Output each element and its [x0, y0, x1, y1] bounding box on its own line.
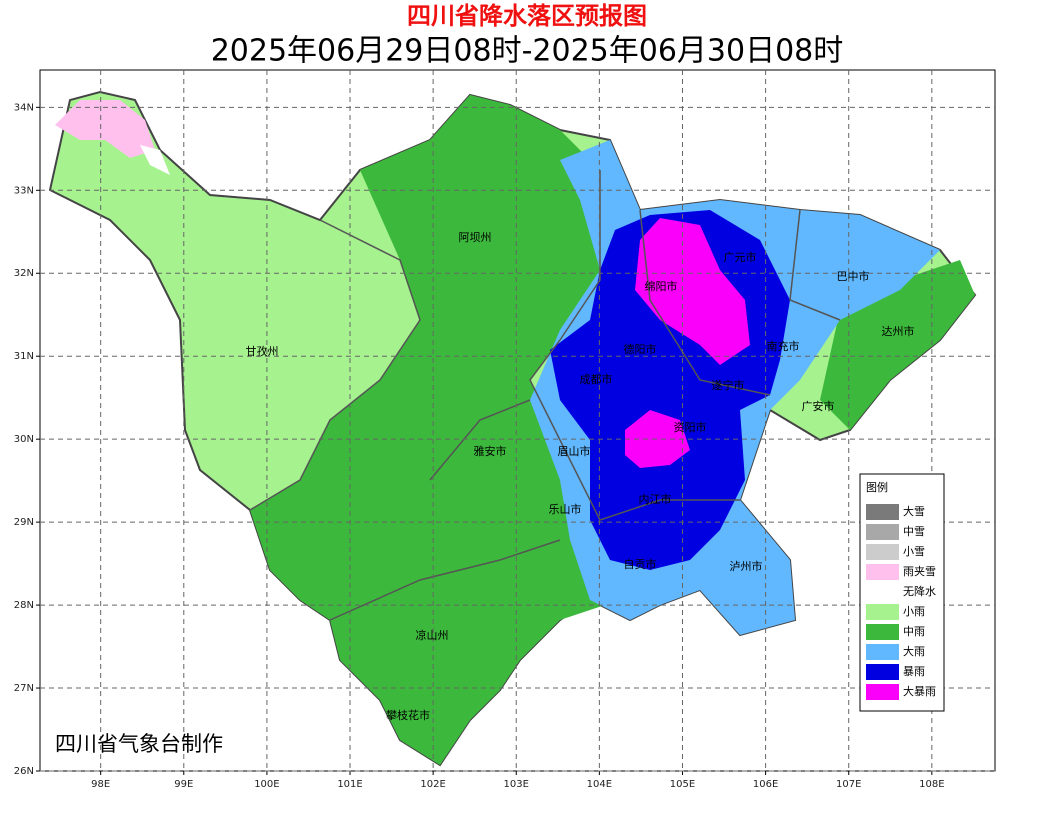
sleet [55, 100, 155, 158]
border [249, 219, 421, 511]
legend-label: 无降水 [903, 584, 936, 598]
legend-label: 大雪 [903, 504, 925, 518]
legend-label: 中雪 [903, 525, 925, 538]
graticule: 98E 99E 100E 101E 102E 103E 104E 105E 106E 107E 10… [14, 70, 995, 790]
x-tick-label: 105E [670, 779, 695, 790]
region-label: 内江市 [639, 492, 672, 506]
region-label: 攀枝花市 [386, 708, 430, 722]
legend-label: 大雨 [903, 644, 925, 658]
region-label: 乐山市 [549, 502, 582, 516]
border [329, 539, 561, 621]
region-label: 南充市 [767, 339, 800, 353]
x-tick-label: 107E [836, 779, 861, 790]
region-label: 巴中市 [837, 269, 870, 283]
border [789, 209, 841, 321]
region-label: 成都市 [580, 372, 613, 386]
moderate-rain [250, 95, 620, 765]
y-tick-label: 33N [14, 185, 34, 196]
map-title: 四川省降水落区预报图 [407, 2, 647, 30]
y-tick-label: 29N [14, 517, 34, 528]
credit: 四川省气象台制作 [55, 732, 223, 756]
legend-label: 暴雨 [903, 665, 925, 678]
legend-swatch [866, 524, 899, 540]
region-label: 遂宁市 [712, 378, 745, 392]
region-label: 绵阳市 [645, 279, 678, 293]
region-label: 眉山市 [558, 444, 591, 458]
legend-label: 小雨 [903, 605, 925, 618]
heavy-rainstorm-n [635, 218, 750, 365]
x-tick-label: 100E [254, 779, 279, 790]
legend-label: 小雪 [903, 545, 925, 558]
region-label: 雅安市 [474, 444, 507, 458]
y-tick-label: 32N [14, 268, 34, 279]
border [529, 170, 601, 521]
map-subtitle: 2025年06月29日08时-2025年06月30日08时 [211, 34, 844, 69]
region-label: 资阳市 [674, 420, 707, 434]
y-tick-label: 34N [14, 102, 34, 113]
x-tick-label: 98E [91, 779, 110, 790]
border [599, 499, 740, 521]
no-precip [140, 145, 170, 175]
legend-swatch [866, 604, 899, 620]
x-tick-label: 101E [337, 779, 362, 790]
legend-swatch [866, 584, 899, 600]
region-label: 达州市 [882, 324, 915, 338]
x-tick-label: 104E [587, 779, 612, 790]
legend-swatch [866, 684, 899, 700]
x-tick-label: 102E [420, 779, 445, 790]
region-label: 凉山州 [416, 628, 449, 642]
y-tick-label: 26N [14, 766, 34, 777]
y-tick-label: 30N [14, 434, 34, 445]
x-tick-label: 103E [504, 779, 529, 790]
legend-label: 大暴雨 [903, 684, 936, 698]
region-label: 泸州市 [730, 559, 763, 573]
legend-title: 图例 [866, 480, 888, 494]
legend-swatch [866, 544, 899, 560]
region-label: 自贡市 [624, 557, 657, 571]
y-tick-label: 28N [14, 600, 34, 611]
x-tick-label: 106E [753, 779, 778, 790]
legend-swatch [866, 664, 899, 680]
rain-areas [48, 90, 977, 767]
region-label: 德阳市 [624, 342, 657, 356]
region-label: 广安市 [802, 399, 835, 413]
legend-label: 雨夹雪 [903, 565, 936, 578]
y-tick-label: 27N [14, 683, 34, 694]
x-tick-label: 108E [919, 779, 944, 790]
legend-swatch [866, 644, 899, 660]
x-tick-label: 99E [174, 779, 193, 790]
legend-swatch [866, 624, 899, 640]
city-borders [249, 170, 841, 621]
legend-swatch [866, 564, 899, 580]
region-label: 阿坝州 [459, 230, 492, 244]
border [639, 209, 771, 396]
border [429, 399, 531, 481]
y-tick-label: 31N [14, 351, 34, 362]
region-label: 广元市 [724, 250, 757, 264]
region-label: 甘孜州 [246, 344, 279, 358]
heavy-rainstorm-s [625, 410, 690, 468]
legend-label: 中雨 [903, 625, 925, 638]
legend-swatch [866, 504, 899, 520]
